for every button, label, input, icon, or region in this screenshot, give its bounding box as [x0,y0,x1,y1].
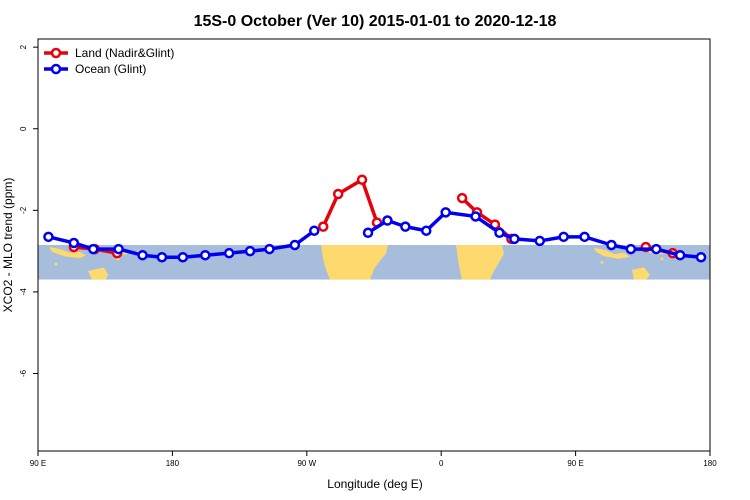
plot-frame [37,38,711,452]
series-1-line-1 [367,210,702,259]
land-shape-2 [49,246,86,259]
series-1-point-1-11 [606,239,617,251]
x-tick-label-1: 180 [166,459,180,468]
series-layer [43,174,707,263]
series-1-point-0-9 [244,245,256,257]
series-1-point-1-3 [421,225,432,236]
legend-marker-1 [50,63,62,75]
x-axis-label: Longitude (deg E) [327,477,422,491]
x-tick-label-4: 90 E [567,459,583,468]
series-1-point-0-5 [156,251,168,263]
series-0 [68,174,678,259]
y-tick-label-0: 2 [19,44,28,49]
series-1 [43,207,707,263]
island-0 [54,262,58,266]
land-shape-5 [594,247,630,259]
series-0-point-1-0 [317,221,329,232]
island-4 [660,257,664,261]
series-1-point-0-10 [264,243,275,255]
series-1-point-1-8 [534,235,546,247]
series-1-point-0-12 [309,225,320,236]
series-1-point-0-8 [223,247,235,259]
series-1-point-1-12 [625,243,637,255]
y-tick-label-1: 0 [19,126,28,131]
series-0-point-2-0 [456,192,468,204]
x-tick-label-3: 0 [439,459,444,468]
series-1-point-1-1 [382,215,393,226]
series-0-line-1 [321,177,379,228]
map-band [38,245,710,280]
y-tick-label-4: -6 [19,369,28,377]
land-shape-3 [88,267,108,280]
series-1-point-0-6 [177,251,189,263]
series-1-point-1-4 [440,207,451,218]
series-1-point-0-11 [289,239,301,251]
legend: Land (Nadir&Glint) Ocean (Glint) [44,46,174,76]
series-0-point-1-1 [332,188,344,200]
x-tick-label-0: 90 E [30,459,46,468]
series-1-point-1-0 [362,227,374,239]
series-1-point-1-2 [400,221,411,232]
x-tick-label-5: 180 [703,459,717,468]
series-1-point-1-5 [470,211,481,222]
series-1-point-0-4 [137,249,148,261]
series-1-point-0-3 [113,243,124,255]
land-shape-1 [456,245,504,280]
island-3 [600,260,604,264]
y-axis: 2 0 -2 -4 -6 [19,44,38,377]
series-1-point-0-1 [68,237,80,249]
y-tick-label-2: -2 [19,206,28,214]
series-1-point-0-7 [200,249,211,261]
series-1-point-1-7 [509,233,520,245]
series-1-point-1-6 [494,227,505,239]
series-1-point-1-14 [674,249,686,261]
series-1-point-1-9 [558,231,569,243]
legend-label-1: Ocean (Glint) [75,62,146,76]
legend-label-0: Land (Nadir&Glint) [75,46,174,60]
series-1-point-1-13 [650,243,662,255]
series-1-point-0-0 [43,231,54,243]
legend-marker-0 [50,47,62,59]
land-shape-0 [321,245,388,280]
x-tick-label-2: 90 W [297,459,316,468]
y-axis-label: XCO2 - MLO trend (ppm) [1,178,15,313]
chart-title: 15S-0 October (Ver 10) 2015-01-01 to 202… [194,13,557,30]
series-1-point-1-15 [695,251,707,263]
series-1-point-0-2 [88,243,99,255]
x-axis: 90 E 180 90 W 0 90 E 180 [30,451,717,468]
series-0-point-1-2 [356,174,368,185]
y-tick-label-3: -4 [19,288,28,296]
series-1-point-1-10 [579,231,590,243]
land-shape-6 [632,267,650,280]
